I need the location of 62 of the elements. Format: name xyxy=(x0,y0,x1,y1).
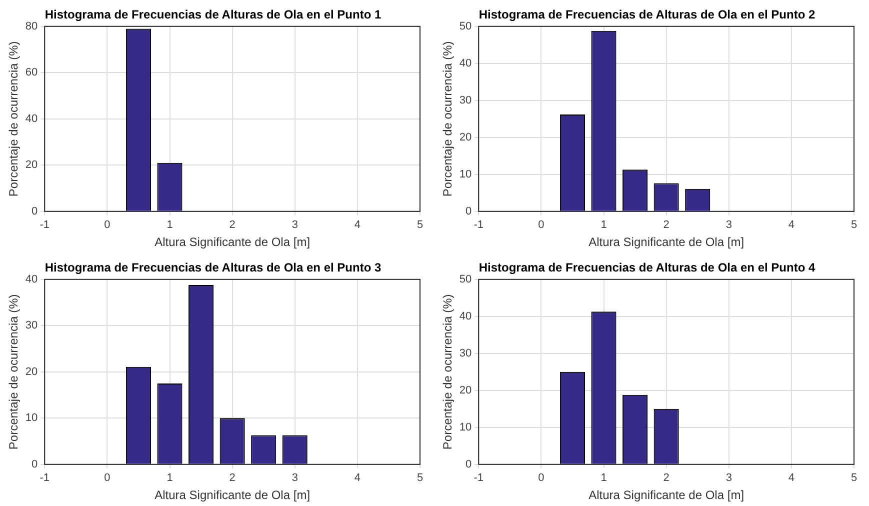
x-tick-label: 4 xyxy=(354,219,360,232)
y-tick-label: 40 xyxy=(459,57,472,70)
y-tick-label: 30 xyxy=(459,94,472,106)
x-tick-label: 2 xyxy=(663,219,670,232)
y-tick-label: 20 xyxy=(459,131,472,144)
y-tick-label: 50 xyxy=(459,20,472,32)
x-tick-label: 1 xyxy=(166,472,173,484)
x-tick-label: -1 xyxy=(474,219,484,232)
x-tick-label: -1 xyxy=(40,472,50,484)
x-tick-label: -1 xyxy=(40,219,50,232)
chart-title: Histograma de Frecuencias de Alturas de Ola en el Punto 1 xyxy=(44,8,382,22)
chart-title: Histograma de Frecuencias de Alturas de Ola en el Punto 3 xyxy=(44,260,382,275)
y-tick-label: 40 xyxy=(459,310,472,322)
x-axis-title: Altura Significante de Ola [m] xyxy=(588,235,744,250)
x-tick-label: 1 xyxy=(166,219,173,232)
y-tick-label: 10 xyxy=(459,421,472,434)
chart-title: Histograma de Frecuencias de Alturas de Ola en el Punto 4 xyxy=(478,260,816,275)
x-tick-label: 0 xyxy=(104,219,110,232)
y-tick-label: 60 xyxy=(25,66,38,79)
chart-title: Histograma de Frecuencias de Alturas de Ola en el Punto 2 xyxy=(478,8,816,22)
x-tick-label: 1 xyxy=(600,472,607,484)
y-tick-label: 20 xyxy=(25,366,38,378)
x-tick-label: 0 xyxy=(538,472,544,484)
y-axis-title: Porcentaje de ocurrencia (%) xyxy=(440,294,455,450)
x-tick-label: 3 xyxy=(292,472,298,484)
y-tick-label: 0 xyxy=(466,205,472,218)
y-tick-label: 20 xyxy=(25,159,38,172)
x-tick-label: 4 xyxy=(354,472,360,484)
x-tick-label: 0 xyxy=(104,472,110,484)
x-tick-label: 5 xyxy=(416,219,424,232)
x-tick-label: 5 xyxy=(850,472,858,484)
y-tick-label: 50 xyxy=(459,273,472,286)
y-axis-title: Porcentaje de ocurrencia (%) xyxy=(440,41,455,197)
x-axis-title: Altura Significante de Ola [m] xyxy=(588,488,744,502)
x-tick-label: 5 xyxy=(850,219,858,232)
x-tick-label: 2 xyxy=(229,472,236,484)
x-tick-label: 5 xyxy=(416,472,424,484)
x-tick-label: 1 xyxy=(600,219,607,232)
y-tick-label: 0 xyxy=(32,205,38,218)
y-tick-label: 40 xyxy=(25,112,38,125)
y-tick-label: 80 xyxy=(25,20,38,32)
x-tick-label: 2 xyxy=(663,472,670,484)
y-tick-label: 0 xyxy=(466,458,472,470)
x-tick-label: 0 xyxy=(538,219,544,232)
x-tick-label: 3 xyxy=(292,219,298,232)
y-tick-label: 20 xyxy=(459,384,472,396)
y-axis-title: Porcentaje de ocurrencia (%) xyxy=(6,294,21,450)
y-tick-label: 0 xyxy=(32,458,38,470)
x-tick-label: -1 xyxy=(474,472,484,484)
y-axis-title: Porcentaje de ocurrencia (%) xyxy=(6,41,21,197)
x-tick-label: 4 xyxy=(788,219,794,232)
y-tick-label: 10 xyxy=(459,168,472,180)
y-tick-label: 40 xyxy=(25,273,38,286)
y-tick-label: 30 xyxy=(459,347,472,360)
y-tick-label: 10 xyxy=(25,412,38,424)
x-tick-label: 2 xyxy=(229,219,236,232)
x-axis-title: Altura Significante de Ola [m] xyxy=(154,488,310,502)
x-tick-label: 3 xyxy=(726,472,732,484)
y-tick-label: 30 xyxy=(25,320,38,332)
x-axis-title: Altura Significante de Ola [m] xyxy=(154,235,310,250)
x-tick-label: 3 xyxy=(726,219,732,232)
x-tick-label: 4 xyxy=(788,472,794,484)
